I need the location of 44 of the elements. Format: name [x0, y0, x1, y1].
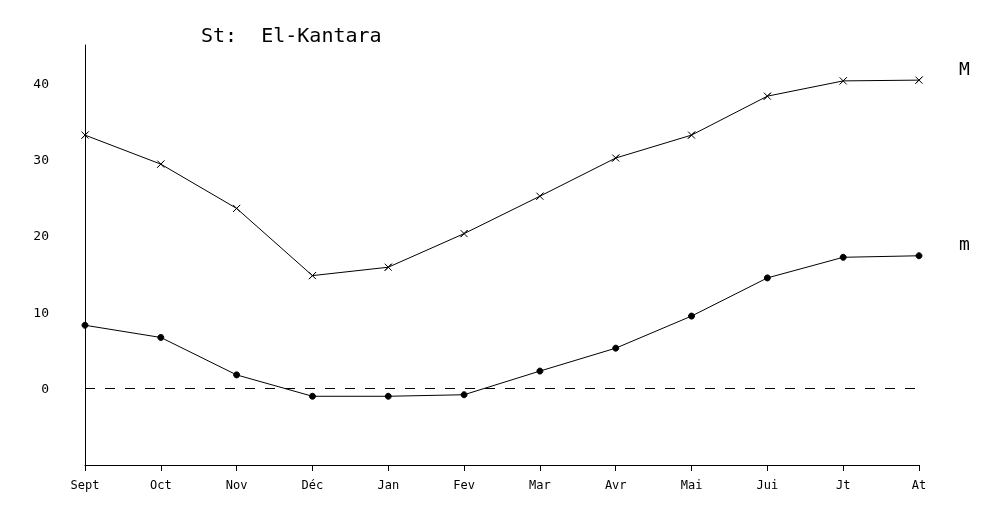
point: [384, 392, 392, 400]
point: [308, 271, 317, 280]
point: [763, 274, 771, 282]
point: [156, 160, 165, 169]
point: [535, 192, 544, 201]
y-tick-label: 20: [33, 228, 49, 244]
text: M: [959, 57, 970, 79]
point: [536, 367, 544, 375]
point: [460, 229, 469, 238]
x-tick-label: Déc: [301, 478, 324, 492]
x-tick-label: Oct: [149, 478, 172, 492]
point: [384, 263, 393, 272]
x-tick-label: Jan: [377, 478, 400, 492]
x-tick-label: Mai: [680, 478, 703, 492]
y-tick-label: 10: [33, 304, 49, 320]
point: [157, 333, 165, 341]
point: [915, 252, 923, 260]
point: [81, 321, 89, 329]
x-tick-label: Sept: [70, 478, 100, 492]
point: [839, 76, 848, 85]
point: [233, 371, 241, 379]
y-tick-label: 40: [33, 75, 49, 91]
x-tick-label: Fev: [453, 478, 475, 492]
point: [611, 154, 620, 163]
point: [460, 391, 468, 399]
x-tick-label: Mar: [529, 478, 551, 492]
point: [839, 253, 847, 261]
x-tick-label: Jui: [756, 478, 779, 492]
x-tick-label: Avr: [604, 478, 627, 492]
point: [687, 131, 696, 140]
x-tick-label: At: [911, 478, 927, 492]
point: [763, 92, 772, 101]
point: [81, 131, 89, 140]
x-tick-label: Nov: [225, 478, 248, 492]
point: [612, 344, 620, 352]
text: m: [959, 233, 970, 255]
point: [915, 76, 923, 85]
x-tick-label: Jt: [835, 478, 851, 492]
y-tick-label: 0: [41, 381, 49, 397]
point: [688, 312, 696, 320]
point: [232, 204, 241, 213]
y-tick-label: 30: [33, 152, 49, 168]
point: [308, 392, 316, 400]
chart-title: St: El-Kantara: [201, 23, 382, 47]
